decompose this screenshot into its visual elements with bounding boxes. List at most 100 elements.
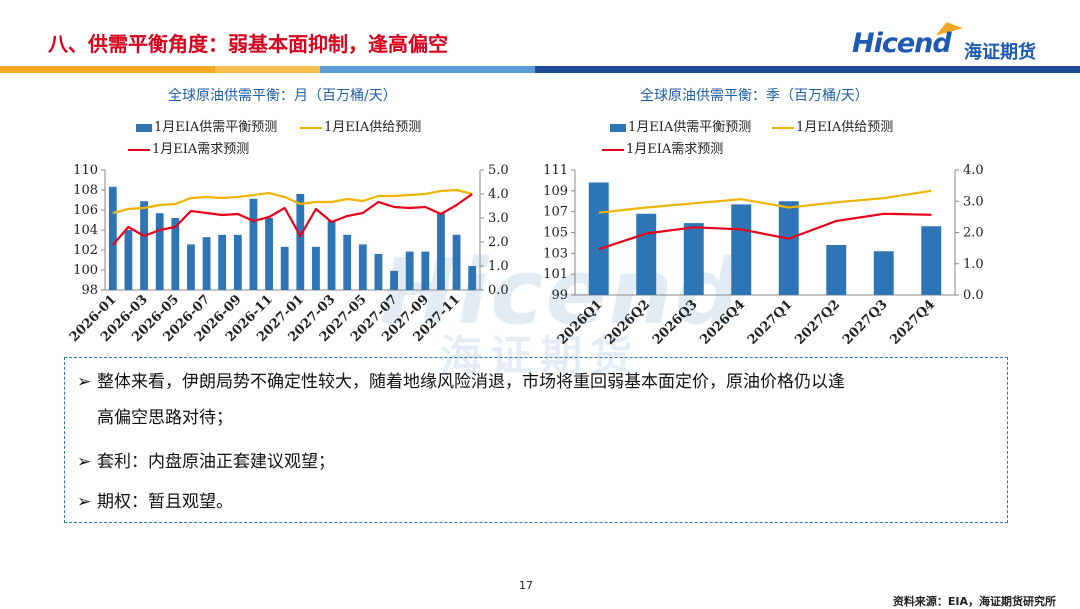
balance-bar bbox=[327, 220, 336, 290]
x-tick-label: 2026Q4 bbox=[697, 297, 748, 348]
right-tick-label: 3.0 bbox=[488, 211, 509, 226]
x-tick-label: 2026Q2 bbox=[602, 297, 653, 348]
legend-label: 1月EIA需求预测 bbox=[152, 142, 250, 157]
right-tick-label: 2.0 bbox=[488, 235, 509, 250]
balance-bar bbox=[437, 213, 445, 290]
bullet-item: ➢ 期权：暂且观望。 bbox=[77, 486, 233, 518]
right-tick-label: 3.0 bbox=[963, 194, 984, 209]
x-tick-label: 2027Q1 bbox=[745, 297, 796, 348]
balance-bar bbox=[155, 213, 164, 290]
right-tick-label: 1.0 bbox=[488, 259, 509, 274]
left-tick-label: 99 bbox=[551, 288, 568, 303]
bullet-arrow-icon: ➢ bbox=[77, 492, 92, 512]
left-tick-label: 98 bbox=[81, 283, 98, 298]
balance-bar bbox=[588, 182, 609, 295]
balance-bar bbox=[312, 246, 320, 290]
balance-bar bbox=[343, 234, 352, 290]
balance-bar bbox=[202, 237, 211, 290]
bullet-text: 整体来看，伊朗局势不确定性较大，随着地缘风险消退，市场将重回弱基本面定价，原油价… bbox=[97, 372, 845, 392]
legend-label: 1月EIA供需平衡预测 bbox=[628, 120, 752, 135]
balance-bar bbox=[358, 244, 367, 290]
balance-bar bbox=[390, 270, 398, 290]
left-tick-label: 105 bbox=[543, 226, 568, 241]
bullet-arrow-icon: ➢ bbox=[77, 372, 92, 392]
supply-line bbox=[112, 188, 473, 215]
source-note: 资料来源：EIA，海证期货研究所 bbox=[892, 595, 1056, 608]
legend-swatch-line bbox=[772, 126, 794, 129]
bullet-item: ➢ 整体来看，伊朗局势不确定性较大，随着地缘风险消退，市场将重回弱基本面定价，原油… bbox=[77, 366, 845, 398]
balance-bar bbox=[171, 218, 180, 290]
right-tick-label: 4.0 bbox=[488, 187, 509, 202]
balance-bar bbox=[374, 254, 383, 290]
left-tick-label: 110 bbox=[73, 163, 98, 178]
bullet-text: 高偏空思路对待； bbox=[97, 408, 233, 428]
legend-label: 1月EIA供给预测 bbox=[324, 120, 422, 135]
right-tick-label: 4.0 bbox=[963, 163, 984, 178]
x-tick-label: 2026Q1 bbox=[555, 297, 606, 348]
right-tick-label: 0.0 bbox=[488, 283, 509, 298]
right-tick-label: 0.0 bbox=[963, 288, 984, 303]
legend-swatch-line bbox=[128, 148, 150, 151]
page-title: 八、供需平衡角度：弱基本面抑制，逢高偏空 bbox=[48, 32, 448, 56]
legend-swatch-bar bbox=[610, 123, 626, 132]
x-tick-label: 2027Q4 bbox=[887, 297, 938, 348]
left-tick-label: 100 bbox=[73, 263, 98, 278]
header-band-3 bbox=[320, 66, 535, 73]
chart-title-monthly: 全球原油供需平衡：月（百万桶/天） bbox=[168, 88, 397, 104]
quarterly-balance-chart: 111 109 107 105 103 101 99 4.0 3.0 2.0 1.0 0.0 2026Q… bbox=[543, 163, 984, 348]
balance-bar bbox=[249, 198, 258, 290]
balance-bar bbox=[921, 226, 942, 295]
header-band-4 bbox=[535, 66, 1080, 73]
balance-bar bbox=[265, 218, 273, 290]
legend-item-demand: 1月EIA需求预测 bbox=[602, 138, 723, 157]
left-tick-label: 107 bbox=[543, 205, 568, 220]
legend-label: 1月EIA供给预测 bbox=[796, 120, 894, 135]
legend-swatch-line bbox=[602, 148, 624, 151]
legend-item-supply: 1月EIA供给预测 bbox=[772, 116, 893, 135]
left-tick-label: 106 bbox=[73, 203, 98, 218]
legend-label: 1月EIA需求预测 bbox=[626, 142, 724, 157]
legend-item-balance: 1月EIA供需平衡预测 bbox=[610, 116, 751, 135]
watermark-cn: 海证期货 bbox=[440, 331, 641, 380]
logo: Hicend 海证期货 bbox=[852, 18, 1052, 64]
right-tick-label: 1.0 bbox=[963, 257, 984, 272]
legend-swatch-bar bbox=[136, 123, 152, 132]
x-tick-label: 2027Q2 bbox=[792, 297, 843, 348]
balance-bar bbox=[280, 246, 289, 290]
header-band-1 bbox=[0, 66, 215, 73]
balance-bar bbox=[683, 223, 704, 295]
balance-bar bbox=[108, 186, 117, 290]
left-tick-label: 104 bbox=[73, 223, 98, 238]
balance-bar bbox=[873, 251, 894, 295]
left-tick-label: 109 bbox=[543, 184, 568, 199]
page-number: 17 bbox=[519, 579, 533, 592]
left-tick-label: 108 bbox=[73, 183, 98, 198]
x-tick-label: 2026Q3 bbox=[650, 297, 701, 348]
balance-bar bbox=[296, 194, 305, 290]
supply-line bbox=[598, 189, 932, 214]
balance-bar bbox=[124, 230, 133, 290]
header-band-2 bbox=[215, 66, 320, 73]
balance-bar bbox=[468, 266, 477, 290]
balance-bar bbox=[140, 201, 148, 290]
balance-bar bbox=[421, 251, 430, 290]
demand-line bbox=[598, 212, 932, 251]
demand-line bbox=[111, 193, 473, 246]
bullet-text: 套利：内盘原油正套建议观望； bbox=[97, 452, 335, 472]
balance-bar bbox=[233, 234, 242, 290]
right-tick-label: 2.0 bbox=[963, 226, 984, 241]
chart-title-quarterly: 全球原油供需平衡：季（百万桶/天） bbox=[640, 88, 869, 104]
left-tick-label: 111 bbox=[543, 163, 568, 178]
legend-item-demand: 1月EIA需求预测 bbox=[128, 138, 249, 157]
bullet-text: 期权：暂且观望。 bbox=[97, 492, 233, 512]
balance-bar bbox=[218, 234, 227, 290]
left-tick-label: 102 bbox=[73, 243, 98, 258]
x-tick-label: 2027Q3 bbox=[840, 297, 891, 348]
legend-item-supply: 1月EIA供给预测 bbox=[300, 116, 421, 135]
bullet-arrow-icon: ➢ bbox=[77, 452, 92, 472]
balance-bar bbox=[405, 251, 414, 290]
bullet-item-continued: 高偏空思路对待； bbox=[97, 402, 233, 434]
legend-label: 1月EIA供需平衡预测 bbox=[154, 120, 278, 135]
balance-bar bbox=[187, 244, 195, 290]
summary-box: ➢ 整体来看，伊朗局势不确定性较大，随着地缘风险消退，市场将重回弱基本面定价，原油… bbox=[64, 357, 1008, 523]
